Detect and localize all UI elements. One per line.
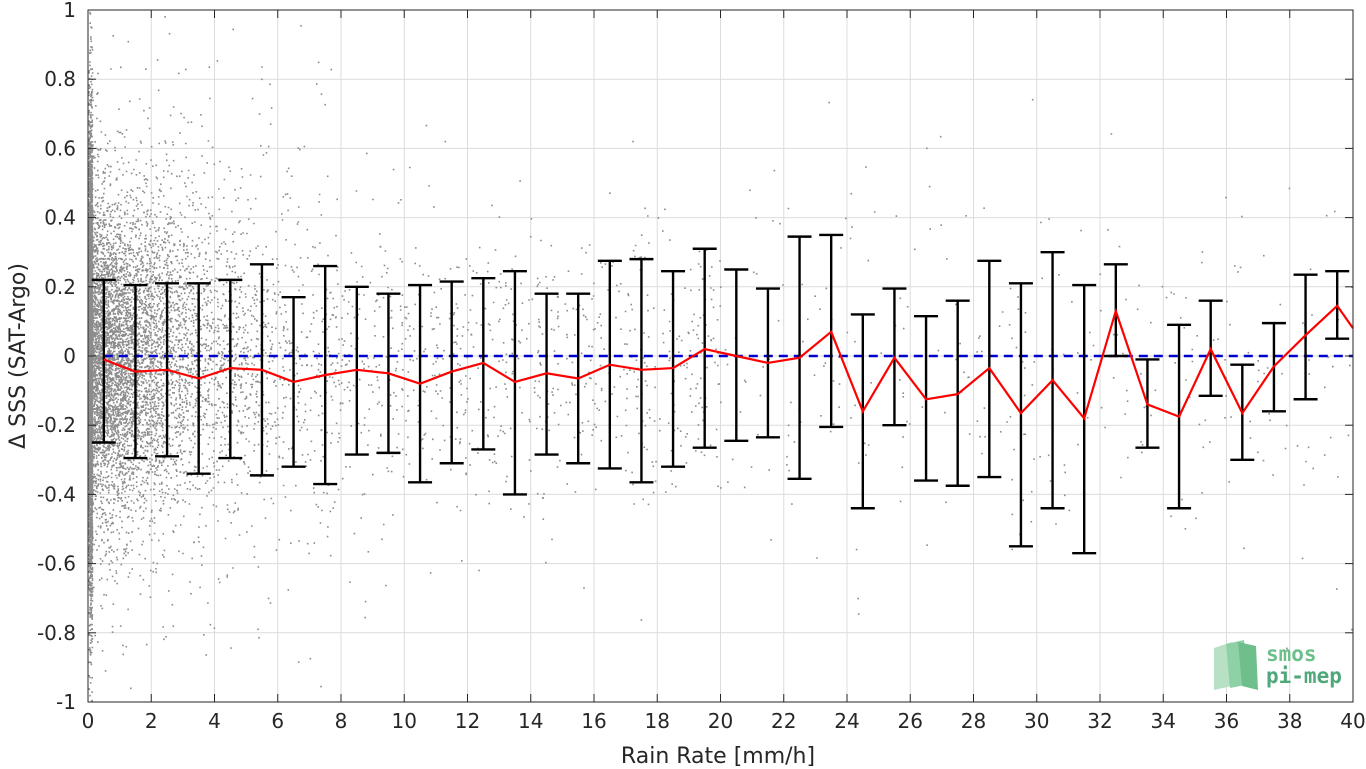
y-tick-label: -0.2 — [37, 413, 76, 437]
logo-mark-icon — [1214, 640, 1258, 690]
x-tick-label: 20 — [708, 709, 733, 733]
y-tick-label: 0.2 — [44, 275, 76, 299]
y-tick-label: -0.6 — [37, 552, 76, 576]
y-tick-label: 0.4 — [44, 206, 76, 230]
x-tick-label: 36 — [1214, 709, 1239, 733]
logo-line1: smos — [1266, 642, 1317, 666]
mean-line — [103, 304, 1354, 421]
x-tick-label: 26 — [898, 709, 923, 733]
x-tick-label: 18 — [645, 709, 670, 733]
y-axis-label: Δ SSS (SAT-Argo) — [6, 263, 31, 449]
x-tick-label: 10 — [392, 709, 417, 733]
y-tick-labels: -1 -0.8 -0.6 -0.4 -0.2 0 0.2 0.4 0.6 0.8 1 — [37, 0, 76, 714]
x-tick-label: 8 — [335, 709, 348, 733]
x-tick-label: 28 — [961, 709, 986, 733]
y-tick-label: 0.8 — [44, 67, 76, 91]
x-tick-label: 34 — [1151, 709, 1176, 733]
x-tick-label: 2 — [145, 709, 158, 733]
y-tick-label: 1 — [63, 0, 76, 22]
error-bar — [91, 278, 116, 444]
x-tick-label: 22 — [771, 709, 796, 733]
x-tick-label: 40 — [1340, 709, 1365, 733]
y-tick-label: 0 — [63, 344, 76, 368]
x-tick-label: 14 — [518, 709, 543, 733]
error-bar — [1008, 282, 1033, 548]
y-tick-label: -0.4 — [37, 482, 76, 506]
x-tick-label: 4 — [208, 709, 221, 733]
x-tick-label: 30 — [1024, 709, 1049, 733]
x-tick-label: 38 — [1277, 709, 1302, 733]
error-bar — [1293, 273, 1318, 401]
x-tick-labels: 0 2 4 6 8 10 12 14 16 18 20 22 24 26 28 30 32 34 36 38 40 — [82, 709, 1366, 733]
smos-pi-mep-logo: smos pi-mep — [1214, 640, 1342, 690]
x-tick-label: 16 — [581, 709, 606, 733]
y-tick-label: -1 — [56, 690, 76, 714]
x-axis-label: Rain Rate [mm/h] — [621, 744, 815, 769]
x-tick-label: 12 — [455, 709, 480, 733]
y-tick-label: -0.8 — [37, 621, 76, 645]
y-tick-label: 0.6 — [44, 136, 76, 160]
x-tick-label: 0 — [82, 709, 95, 733]
logo-line2: pi-mep — [1266, 664, 1342, 688]
x-tick-label: 6 — [271, 709, 284, 733]
axis-ticks — [87, 9, 1354, 703]
x-tick-label: 24 — [834, 709, 859, 733]
x-tick-label: 32 — [1087, 709, 1112, 733]
